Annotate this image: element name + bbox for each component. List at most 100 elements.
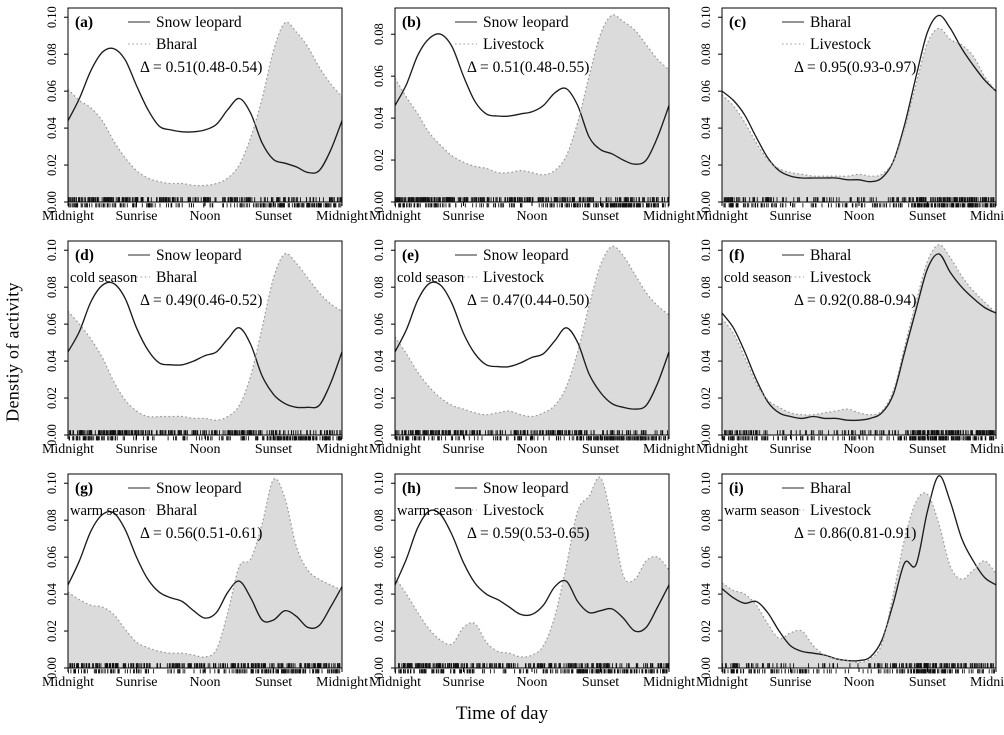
legend-label-solid: Bharal bbox=[810, 14, 851, 31]
y-axis: 0.00 0.02 0.04 0.06 0.08 0.10 bbox=[699, 472, 722, 679]
x-tick-label: Sunrise bbox=[443, 209, 485, 224]
x-axis: Midnight Sunrise Noon Sunset Midnight bbox=[696, 668, 1004, 690]
overlap-delta-value: Δ = 0.59(0.53-0.65) bbox=[467, 525, 589, 542]
overlap-delta-value: Δ = 0.86(0.81-0.91) bbox=[794, 525, 916, 542]
legend-label-solid: Snow leopard bbox=[483, 14, 569, 31]
x-axis: Midnight Sunrise Noon Sunset Midnight bbox=[369, 435, 695, 457]
legend: Snow leopard Bharal Δ = 0.56(0.51-0.61) bbox=[128, 480, 262, 542]
x-axis: Midnight Sunrise Noon Sunset Midnight bbox=[369, 202, 695, 224]
y-axis-label: Denstiy of activity bbox=[2, 282, 23, 422]
y-tick-label: 0.02 bbox=[699, 620, 713, 642]
legend: Snow leopard Livestock Δ = 0.47(0.44-0.50) bbox=[455, 247, 589, 309]
curve-snow-leopard bbox=[68, 281, 342, 409]
x-tick-label: Noon bbox=[189, 675, 220, 690]
legend-label-dotted: Livestock bbox=[483, 269, 544, 286]
panel-letter: (f) bbox=[729, 247, 745, 264]
x-tick-label: Sunset bbox=[582, 442, 619, 457]
season-label: warm season bbox=[397, 503, 473, 519]
area-fill-livestock bbox=[722, 244, 996, 435]
y-tick-label: 0.04 bbox=[699, 116, 713, 139]
y-tick-label: 0.04 bbox=[372, 106, 386, 129]
y-axis: 0.00 0.02 0.04 0.06 0.08 0.10 bbox=[372, 472, 395, 679]
panel-e-chart: 0.00 0.02 0.04 0.06 0.08 0.10 Midnight Sunrise N… bbox=[369, 239, 695, 457]
y-axis: 0.00 0.02 0.04 0.06 0.08 0.10 bbox=[699, 239, 722, 446]
x-tick-label: Midnight bbox=[696, 675, 748, 690]
y-tick-label: 0.02 bbox=[699, 387, 713, 409]
panel-e: 0.00 0.02 0.04 0.06 0.08 0.10 Midnight Sunrise N… bbox=[349, 235, 695, 468]
rug-marks bbox=[67, 430, 343, 441]
curve-bharal bbox=[722, 253, 996, 422]
area-fill-bharal bbox=[68, 253, 342, 435]
legend-label-solid: Snow leopard bbox=[156, 480, 242, 497]
y-tick-label: 0.10 bbox=[45, 239, 59, 261]
x-tick-label: Midnight bbox=[643, 675, 695, 690]
x-tick-label: Sunrise bbox=[443, 675, 485, 690]
legend-label-solid: Snow leopard bbox=[483, 247, 569, 264]
panel-letter: (b) bbox=[402, 14, 421, 31]
legend-label-solid: Snow leopard bbox=[156, 14, 242, 31]
y-tick-label: 0.04 bbox=[45, 349, 59, 372]
y-tick-label: 0.10 bbox=[372, 472, 386, 494]
season-label: cold season bbox=[724, 270, 792, 286]
y-axis: 0.00 0.02 0.04 0.06 0.08 0.10 bbox=[45, 239, 68, 446]
x-tick-label: Sunrise bbox=[116, 209, 158, 224]
panel-letter: (e) bbox=[402, 247, 419, 264]
x-axis: Midnight Sunrise Noon Sunset Midnight bbox=[369, 668, 695, 690]
legend-label-dotted: Bharal bbox=[156, 269, 197, 286]
y-tick-label: 0.02 bbox=[372, 620, 386, 642]
y-tick-label: 0.08 bbox=[372, 509, 386, 531]
legend-label-dotted: Bharal bbox=[156, 36, 197, 53]
x-tick-label: Sunrise bbox=[770, 675, 812, 690]
y-tick-label: 0.06 bbox=[372, 313, 386, 335]
legend-label-dotted: Livestock bbox=[810, 502, 871, 519]
rug-marks bbox=[723, 197, 996, 208]
panel-f: 0.00 0.02 0.04 0.06 0.08 0.10 Midnight Sunrise N… bbox=[676, 235, 1004, 468]
x-tick-label: Noon bbox=[843, 675, 874, 690]
legend: Bharal Livestock Δ = 0.95(0.93-0.97) bbox=[782, 14, 916, 76]
x-tick-label: Sunset bbox=[909, 442, 946, 457]
legend-label-solid: Snow leopard bbox=[483, 480, 569, 497]
legend-label-solid: Bharal bbox=[810, 480, 851, 497]
x-tick-label: Midnight bbox=[42, 675, 94, 690]
y-tick-label: 0.06 bbox=[699, 313, 713, 335]
area-fill-livestock bbox=[395, 477, 669, 668]
panel-letter: (i) bbox=[729, 480, 744, 497]
y-tick-label: 0.06 bbox=[372, 546, 386, 568]
curve-livestock bbox=[722, 492, 996, 664]
panel-g-chart: 0.00 0.02 0.04 0.06 0.08 0.10 Midnight Sunrise N… bbox=[42, 472, 368, 690]
x-tick-label: Midnight bbox=[42, 442, 94, 457]
y-tick-label: 0.02 bbox=[45, 154, 59, 176]
y-axis: 0.00 0.02 0.04 0.06 0.08 bbox=[372, 23, 395, 213]
season-label: cold season bbox=[70, 270, 138, 286]
x-tick-label: Noon bbox=[516, 675, 547, 690]
legend-label-dotted: Livestock bbox=[483, 36, 544, 53]
y-tick-label: 0.08 bbox=[372, 23, 386, 45]
overlap-delta-value: Δ = 0.47(0.44-0.50) bbox=[467, 292, 589, 309]
y-tick-label: 0.00 bbox=[45, 191, 59, 213]
rug-marks bbox=[394, 197, 669, 208]
y-tick-label: 0.00 bbox=[372, 191, 386, 213]
x-tick-label: Midnight bbox=[970, 675, 1004, 690]
legend: Snow leopard Livestock Δ = 0.59(0.53-0.65) bbox=[455, 480, 589, 542]
x-tick-label: Midnight bbox=[369, 675, 421, 690]
y-tick-label: 0.10 bbox=[45, 6, 59, 28]
rug-marks bbox=[394, 663, 669, 674]
legend-label-dotted: Livestock bbox=[810, 269, 871, 286]
y-tick-label: 0.02 bbox=[699, 154, 713, 176]
panel-letter: (g) bbox=[75, 480, 93, 497]
y-tick-label: 0.04 bbox=[45, 116, 59, 139]
x-tick-label: Midnight bbox=[970, 209, 1004, 224]
y-tick-label: 0.00 bbox=[699, 191, 713, 213]
x-tick-label: Noon bbox=[516, 442, 547, 457]
y-axis: 0.00 0.02 0.04 0.06 0.08 0.10 bbox=[699, 6, 722, 213]
x-tick-label: Noon bbox=[516, 209, 547, 224]
rug-marks bbox=[721, 663, 995, 674]
y-tick-label: 0.06 bbox=[45, 80, 59, 102]
x-tick-label: Midnight bbox=[42, 209, 94, 224]
curve-livestock bbox=[395, 245, 669, 418]
y-tick-label: 0.10 bbox=[699, 6, 713, 28]
legend-label-dotted: Livestock bbox=[810, 36, 871, 53]
x-tick-label: Sunrise bbox=[770, 209, 812, 224]
x-tick-label: Midnight bbox=[643, 442, 695, 457]
